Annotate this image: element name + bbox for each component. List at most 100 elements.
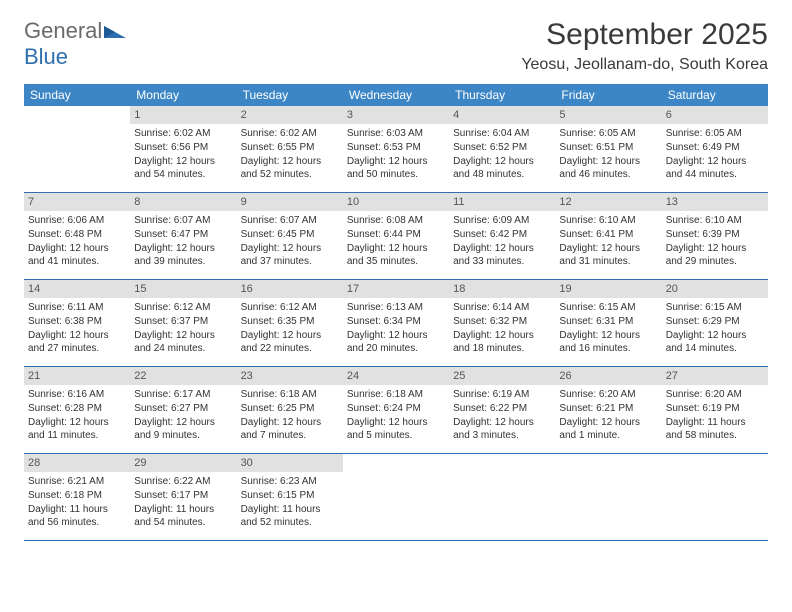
day-sunset: Sunset: 6:56 PM <box>134 141 232 154</box>
day-sunset: Sunset: 6:32 PM <box>453 315 551 328</box>
day-sunrise: Sunrise: 6:20 AM <box>559 388 657 401</box>
day-cell <box>24 106 130 192</box>
day-sunset: Sunset: 6:28 PM <box>28 402 126 415</box>
day-cell: 13Sunrise: 6:10 AMSunset: 6:39 PMDayligh… <box>662 193 768 279</box>
day-sunrise: Sunrise: 6:07 AM <box>134 214 232 227</box>
day-sunrise: Sunrise: 6:18 AM <box>241 388 339 401</box>
week-row: 21Sunrise: 6:16 AMSunset: 6:28 PMDayligh… <box>24 367 768 454</box>
day-sunrise: Sunrise: 6:12 AM <box>241 301 339 314</box>
day-cell: 30Sunrise: 6:23 AMSunset: 6:15 PMDayligh… <box>237 454 343 540</box>
day-cell <box>662 454 768 540</box>
day-cell: 24Sunrise: 6:18 AMSunset: 6:24 PMDayligh… <box>343 367 449 453</box>
logo-text: General Blue <box>24 18 126 70</box>
day-cell: 17Sunrise: 6:13 AMSunset: 6:34 PMDayligh… <box>343 280 449 366</box>
empty-day <box>343 454 449 471</box>
page-subtitle: Yeosu, Jeollanam-do, South Korea <box>521 56 768 74</box>
logo-text-blue: Blue <box>24 44 68 69</box>
day-sunrise: Sunrise: 6:06 AM <box>28 214 126 227</box>
day-cell: 26Sunrise: 6:20 AMSunset: 6:21 PMDayligh… <box>555 367 661 453</box>
week-row: 28Sunrise: 6:21 AMSunset: 6:18 PMDayligh… <box>24 454 768 541</box>
day-daylight: Daylight: 12 hours and 29 minutes. <box>666 242 764 268</box>
day-sunrise: Sunrise: 6:19 AM <box>453 388 551 401</box>
day-cell: 8Sunrise: 6:07 AMSunset: 6:47 PMDaylight… <box>130 193 236 279</box>
day-sunset: Sunset: 6:35 PM <box>241 315 339 328</box>
day-sunset: Sunset: 6:52 PM <box>453 141 551 154</box>
day-number: 14 <box>24 280 130 298</box>
day-sunrise: Sunrise: 6:20 AM <box>666 388 764 401</box>
day-cell <box>555 454 661 540</box>
day-cell: 4Sunrise: 6:04 AMSunset: 6:52 PMDaylight… <box>449 106 555 192</box>
empty-day <box>449 454 555 471</box>
weekday-header-cell: Thursday <box>449 84 555 106</box>
day-sunset: Sunset: 6:27 PM <box>134 402 232 415</box>
day-sunset: Sunset: 6:42 PM <box>453 228 551 241</box>
empty-day <box>555 454 661 471</box>
day-number: 22 <box>130 367 236 385</box>
day-number: 10 <box>343 193 449 211</box>
day-number: 20 <box>662 280 768 298</box>
day-sunset: Sunset: 6:41 PM <box>559 228 657 241</box>
day-cell <box>343 454 449 540</box>
day-sunset: Sunset: 6:49 PM <box>666 141 764 154</box>
day-sunset: Sunset: 6:18 PM <box>28 489 126 502</box>
day-sunset: Sunset: 6:44 PM <box>347 228 445 241</box>
day-sunset: Sunset: 6:34 PM <box>347 315 445 328</box>
day-sunrise: Sunrise: 6:03 AM <box>347 127 445 140</box>
day-number: 8 <box>130 193 236 211</box>
day-number: 2 <box>237 106 343 124</box>
day-sunrise: Sunrise: 6:10 AM <box>559 214 657 227</box>
day-sunrise: Sunrise: 6:23 AM <box>241 475 339 488</box>
day-sunset: Sunset: 6:22 PM <box>453 402 551 415</box>
day-cell: 21Sunrise: 6:16 AMSunset: 6:28 PMDayligh… <box>24 367 130 453</box>
day-daylight: Daylight: 12 hours and 52 minutes. <box>241 155 339 181</box>
day-daylight: Daylight: 12 hours and 27 minutes. <box>28 329 126 355</box>
day-sunrise: Sunrise: 6:09 AM <box>453 214 551 227</box>
day-number: 7 <box>24 193 130 211</box>
day-daylight: Daylight: 11 hours and 58 minutes. <box>666 416 764 442</box>
weekday-header-row: SundayMondayTuesdayWednesdayThursdayFrid… <box>24 84 768 106</box>
day-daylight: Daylight: 12 hours and 22 minutes. <box>241 329 339 355</box>
day-number: 12 <box>555 193 661 211</box>
day-daylight: Daylight: 12 hours and 9 minutes. <box>134 416 232 442</box>
day-daylight: Daylight: 12 hours and 54 minutes. <box>134 155 232 181</box>
day-sunset: Sunset: 6:51 PM <box>559 141 657 154</box>
weekday-header-cell: Tuesday <box>237 84 343 106</box>
day-sunset: Sunset: 6:29 PM <box>666 315 764 328</box>
logo-triangle-icon <box>104 22 126 38</box>
weekday-header-cell: Saturday <box>662 84 768 106</box>
day-cell: 14 Sunrise: 6:11 AMSunset: 6:38 PMDayligh… <box>24 280 130 366</box>
day-cell: 22Sunrise: 6:17 AMSunset: 6:27 PMDayligh… <box>130 367 236 453</box>
day-number: 5 <box>555 106 661 124</box>
week-row: 1Sunrise: 6:02 AMSunset: 6:56 PMDaylight… <box>24 106 768 193</box>
day-sunrise: Sunrise: 6:15 AM <box>666 301 764 314</box>
day-number: 1 <box>130 106 236 124</box>
day-sunrise: Sunrise: 6:22 AM <box>134 475 232 488</box>
day-sunset: Sunset: 6:38 PM <box>28 315 126 328</box>
day-number: 17 <box>343 280 449 298</box>
weekday-header-cell: Sunday <box>24 84 130 106</box>
day-sunrise: Sunrise: 6:11 AM <box>28 301 126 314</box>
day-cell: 5Sunrise: 6:05 AMSunset: 6:51 PMDaylight… <box>555 106 661 192</box>
day-cell: 29Sunrise: 6:22 AMSunset: 6:17 PMDayligh… <box>130 454 236 540</box>
day-number: 9 <box>237 193 343 211</box>
day-cell: 25Sunrise: 6:19 AMSunset: 6:22 PMDayligh… <box>449 367 555 453</box>
weekday-header-cell: Monday <box>130 84 236 106</box>
weekday-header-cell: Friday <box>555 84 661 106</box>
day-sunset: Sunset: 6:19 PM <box>666 402 764 415</box>
day-daylight: Daylight: 12 hours and 7 minutes. <box>241 416 339 442</box>
day-number: 29 <box>130 454 236 472</box>
day-number: 6 <box>662 106 768 124</box>
day-daylight: Daylight: 12 hours and 24 minutes. <box>134 329 232 355</box>
day-daylight: Daylight: 12 hours and 16 minutes. <box>559 329 657 355</box>
day-daylight: Daylight: 12 hours and 14 minutes. <box>666 329 764 355</box>
day-sunrise: Sunrise: 6:16 AM <box>28 388 126 401</box>
day-daylight: Daylight: 12 hours and 31 minutes. <box>559 242 657 268</box>
day-cell: 19Sunrise: 6:15 AMSunset: 6:31 PMDayligh… <box>555 280 661 366</box>
day-number: 28 <box>24 454 130 472</box>
calendar: SundayMondayTuesdayWednesdayThursdayFrid… <box>24 84 768 541</box>
day-sunset: Sunset: 6:17 PM <box>134 489 232 502</box>
day-number: 30 <box>237 454 343 472</box>
day-daylight: Daylight: 12 hours and 20 minutes. <box>347 329 445 355</box>
day-number: 25 <box>449 367 555 385</box>
day-daylight: Daylight: 12 hours and 18 minutes. <box>453 329 551 355</box>
